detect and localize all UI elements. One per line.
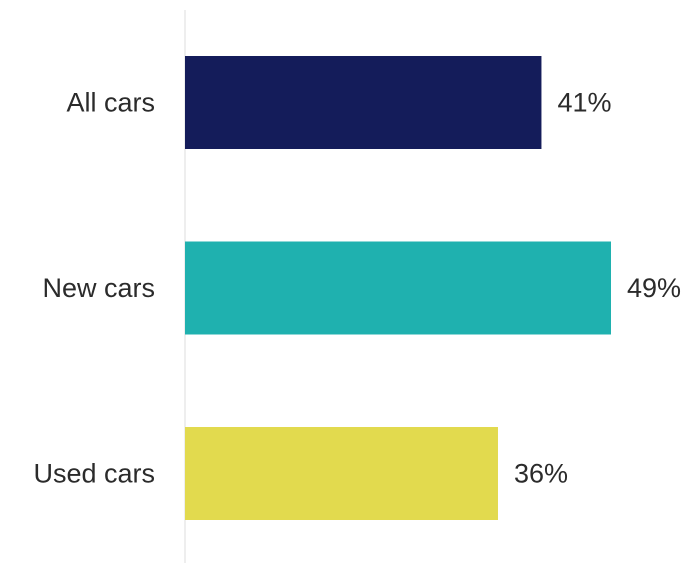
value-label-new-cars: 49% [627, 273, 681, 303]
category-label-used-cars: Used cars [33, 459, 155, 489]
category-label-new-cars: New cars [42, 273, 155, 303]
value-label-used-cars: 36% [514, 459, 568, 489]
category-label-all-cars: All cars [66, 88, 155, 118]
value-label-all-cars: 41% [557, 88, 611, 118]
bar-used-cars [185, 427, 498, 520]
category-labels-group: All cars New cars Used cars [33, 88, 155, 489]
bars-group [185, 56, 611, 520]
value-labels-group: 41% 49% 36% [514, 88, 681, 489]
bar-new-cars [185, 241, 611, 335]
bar-all-cars [185, 56, 542, 149]
